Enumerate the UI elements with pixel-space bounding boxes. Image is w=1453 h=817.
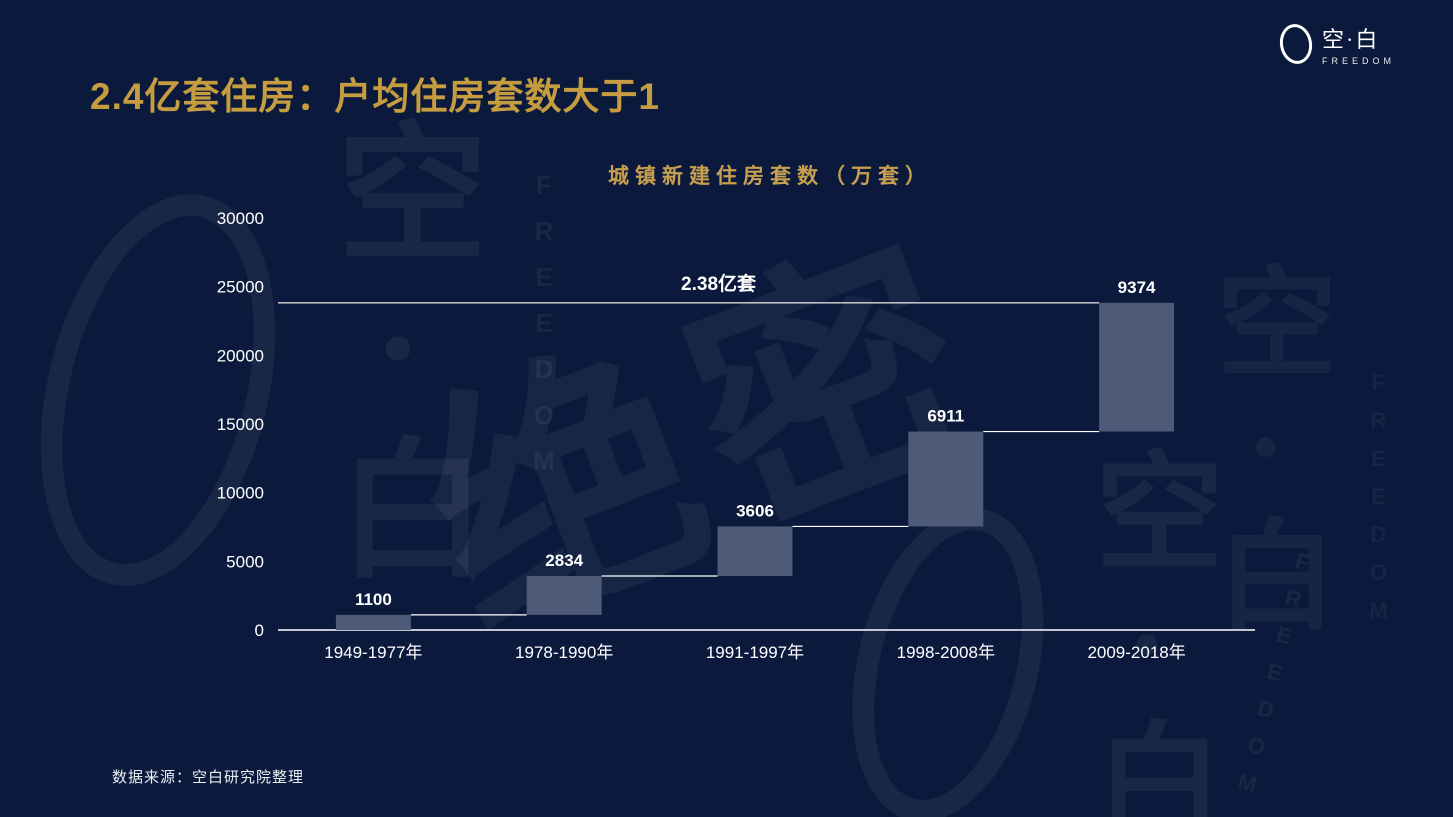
x-axis-category-label: 1991-1997年	[706, 643, 804, 662]
x-axis-category-label: 1978-1990年	[515, 643, 613, 662]
y-axis-tick-label: 0	[255, 621, 264, 640]
brand-circle-icon	[1276, 21, 1316, 67]
chart-canvas: 0 5000 10000 15000 20000 25000 30000 1100 1949-1…	[217, 209, 1255, 662]
waterfall-chart: 0 5000 10000 15000 20000 25000 30000 1100 1949-1…	[180, 150, 1320, 695]
y-axis-tick-label: 30000	[217, 209, 264, 228]
bar-segment	[1099, 302, 1175, 432]
bar-segment	[908, 431, 984, 527]
x-axis-category-label: 2009-2018年	[1087, 643, 1185, 662]
bar-segment	[526, 575, 602, 615]
y-axis-tick-label: 25000	[217, 278, 264, 297]
page-title: 2.4亿套住房：户均住房套数大于1	[90, 76, 661, 117]
bar-segment	[335, 614, 411, 630]
y-axis-tick-label: 10000	[217, 484, 264, 503]
bar-segment	[717, 526, 793, 576]
data-source-note: 数据来源：空白研究院整理	[112, 769, 305, 786]
total-reference-label: 2.38亿套	[681, 272, 757, 295]
x-axis-category-label: 1949-1977年	[324, 643, 422, 662]
brand-subtitle: FREEDOM	[1322, 56, 1395, 66]
brand-text-block: 空·白 FREEDOM	[1322, 22, 1395, 66]
bar-value-label: 6911	[927, 407, 964, 426]
watermark-logo-subtitle: FREEDOM	[1365, 370, 1391, 636]
bar-value-label: 9374	[1118, 278, 1156, 297]
brand-name: 空·白	[1322, 27, 1380, 52]
x-axis-category-label: 1998-2008年	[897, 643, 995, 662]
y-axis-tick-label: 15000	[217, 415, 264, 434]
bar-value-label: 1100	[355, 590, 392, 609]
y-axis-tick-label: 20000	[217, 346, 264, 365]
brand-logo: 空·白 FREEDOM	[1276, 21, 1395, 67]
bar-value-label: 3606	[736, 501, 774, 520]
bar-value-label: 2834	[545, 551, 583, 570]
y-axis-tick-label: 5000	[226, 552, 264, 571]
chart-title: 城镇新建住房套数（万套）	[608, 165, 932, 188]
